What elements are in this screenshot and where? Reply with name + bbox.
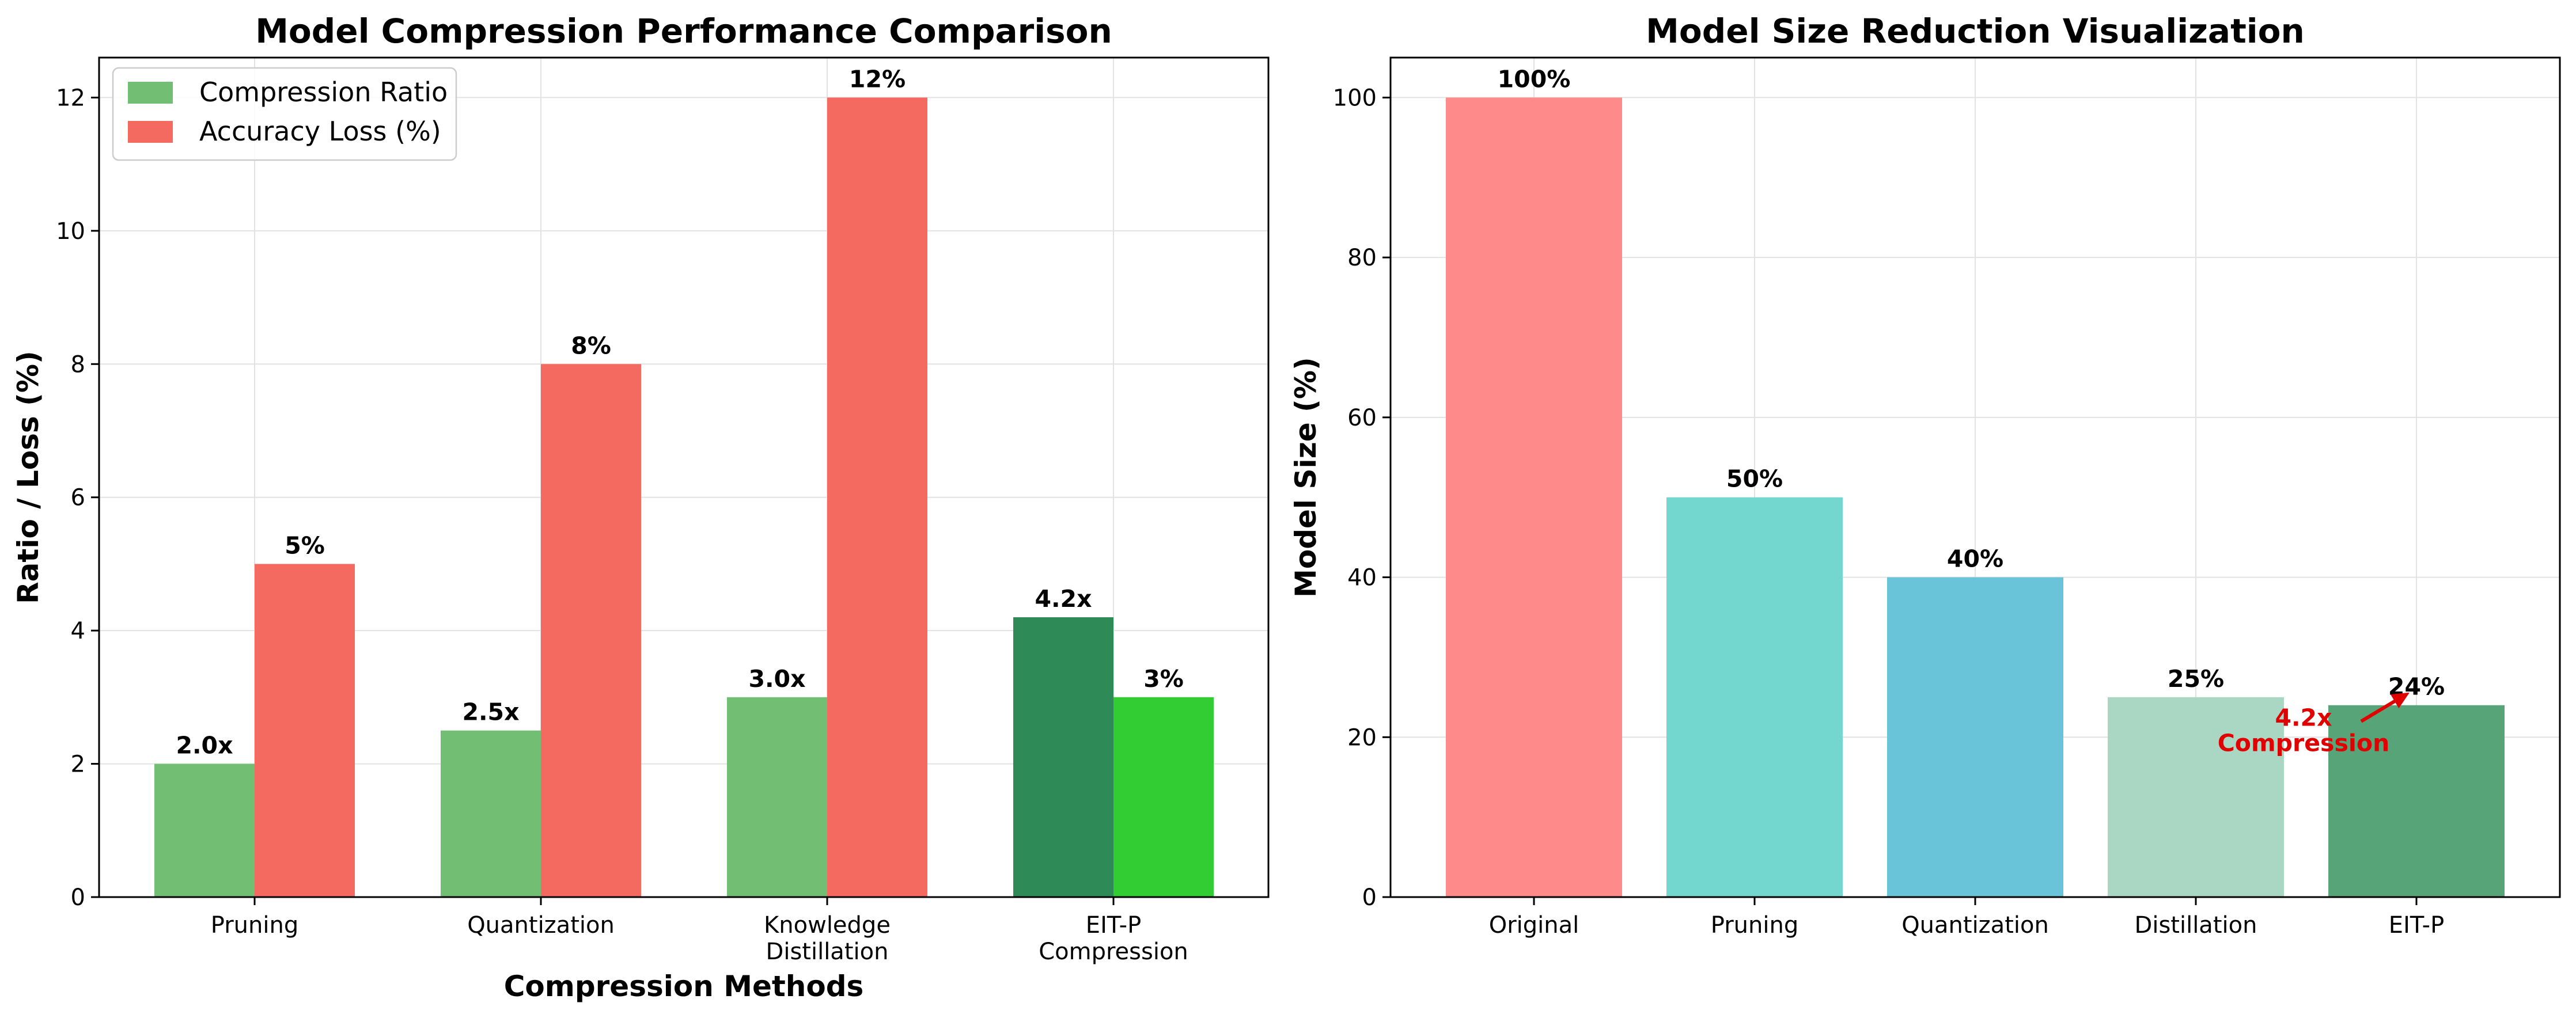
- right-x-tick-label: Original: [1489, 912, 1579, 939]
- left-x-tick-label: Knowledge: [764, 912, 891, 939]
- left-y-tick-label: 8: [71, 351, 85, 378]
- bar-model-size-quantization: [1887, 577, 2063, 897]
- right-y-tick-label: 100: [1333, 85, 1377, 111]
- left-chart: 2.0x 2.5x 3.0x 4.2x 5% 8% 12% 3% 0 2 4 6 8 10 12 Prun…: [12, 12, 1270, 1003]
- legend-box: [112, 67, 457, 161]
- right-x-tick-label: Pruning: [1711, 912, 1798, 939]
- right-bars: [1446, 97, 2505, 897]
- bar-accuracy-loss-knowledge-distillation: [827, 97, 927, 897]
- left-y-tick-label: 4: [71, 618, 85, 644]
- value-label-model-size: 50%: [1726, 465, 1783, 493]
- value-label-model-size: 100%: [1498, 65, 1571, 93]
- left-x-tick-label: Quantization: [467, 912, 615, 939]
- right-y-tick-label: 20: [1347, 724, 1377, 751]
- right-x-tick-label: Distillation: [2135, 912, 2257, 939]
- value-label-compression-ratio: 2.0x: [176, 732, 233, 759]
- bar-compression-ratio-knowledge-distillation: [727, 697, 827, 897]
- left-x-tick-label: Compression: [1039, 939, 1188, 965]
- left-value-labels: 2.0x 2.5x 3.0x 4.2x 5% 8% 12% 3%: [176, 65, 1183, 759]
- left-y-tick-label: 2: [71, 751, 85, 778]
- value-label-compression-ratio: 3.0x: [748, 665, 805, 693]
- left-y-tick-label: 12: [56, 85, 85, 111]
- right-y-tick-label: 0: [1362, 884, 1377, 911]
- left-chart-title: Model Compression Performance Comparison: [255, 12, 1112, 51]
- right-value-labels: 100%50%40%25% 24%: [1498, 65, 2445, 700]
- value-label-model-size: 25%: [2168, 665, 2224, 693]
- bar-model-size-distillation: [2108, 697, 2284, 897]
- annotation-text-line2: Compression: [2218, 730, 2390, 757]
- left-x-axis-label: Compression Methods: [504, 970, 864, 1003]
- compression-annotation: 4.2x Compression: [2218, 692, 2410, 757]
- annotation-text-line1: 4.2x: [2275, 704, 2332, 732]
- bar-model-size-eit-p: [2328, 705, 2505, 897]
- left-y-tick-label: 0: [71, 884, 85, 911]
- bar-accuracy-loss-eit-p-compression: [1113, 697, 1214, 897]
- legend-swatch-accuracy-loss: [128, 121, 173, 143]
- right-chart-title: Model Size Reduction Visualization: [1646, 12, 2305, 51]
- left-x-tick-label: Pruning: [211, 912, 298, 939]
- legend-swatch-compression-ratio: [128, 82, 173, 104]
- right-y-tick-label: 60: [1347, 405, 1377, 431]
- bar-accuracy-loss-quantization: [541, 364, 641, 897]
- left-x-tick-label: EIT-P: [1086, 912, 1141, 939]
- bar-compression-ratio-pruning: [154, 763, 255, 897]
- bar-model-size-pruning: [1666, 497, 1843, 897]
- left-x-tick-label: Distillation: [766, 939, 889, 965]
- right-y-axis-label: Model Size (%): [1289, 357, 1323, 598]
- legend: Compression Ratio Accuracy Loss (%): [112, 67, 457, 161]
- left-plot-frame: [98, 56, 1270, 898]
- left-y-tick-label: 10: [56, 218, 85, 245]
- value-label-accuracy-loss: 12%: [849, 65, 906, 93]
- left-bars: [154, 97, 1214, 897]
- left-y-tick-label: 6: [71, 485, 85, 511]
- value-label-accuracy-loss: 3%: [1143, 665, 1184, 693]
- value-label-accuracy-loss: 8%: [571, 332, 611, 359]
- left-y-axis-ticks: 0 2 4 6 8 10 12: [56, 85, 99, 911]
- value-label-model-size: 40%: [1947, 545, 2003, 573]
- annotation-arrow-head: [2391, 692, 2410, 709]
- right-plot-frame: [1389, 56, 2561, 898]
- right-y-tick-label: 40: [1347, 565, 1377, 591]
- right-x-tick-label: Quantization: [1901, 912, 2049, 939]
- right-x-tick-label: EIT-P: [2389, 912, 2444, 939]
- right-x-axis-ticks: Original Pruning Quantization Distillation E…: [1489, 897, 2444, 939]
- bar-compression-ratio-quantization: [441, 730, 541, 897]
- value-label-accuracy-loss: 5%: [285, 531, 325, 559]
- bar-accuracy-loss-pruning: [255, 564, 355, 897]
- bar-compression-ratio-eit-p-compression: [1013, 617, 1113, 897]
- left-x-axis-ticks: Pruning Quantization KnowledgeDistillation…: [211, 897, 1188, 965]
- right-y-tick-label: 80: [1347, 245, 1377, 271]
- value-label-compression-ratio: 4.2x: [1035, 585, 1092, 613]
- value-label-compression-ratio: 2.5x: [462, 698, 519, 726]
- bar-model-size-original: [1446, 97, 1622, 897]
- legend-label-accuracy-loss: Accuracy Loss (%): [199, 116, 441, 147]
- left-y-axis-label: Ratio / Loss (%): [12, 351, 45, 604]
- legend-label-compression-ratio: Compression Ratio: [199, 77, 448, 108]
- right-y-axis-ticks: 0 20 40 60 80 100: [1333, 85, 1391, 911]
